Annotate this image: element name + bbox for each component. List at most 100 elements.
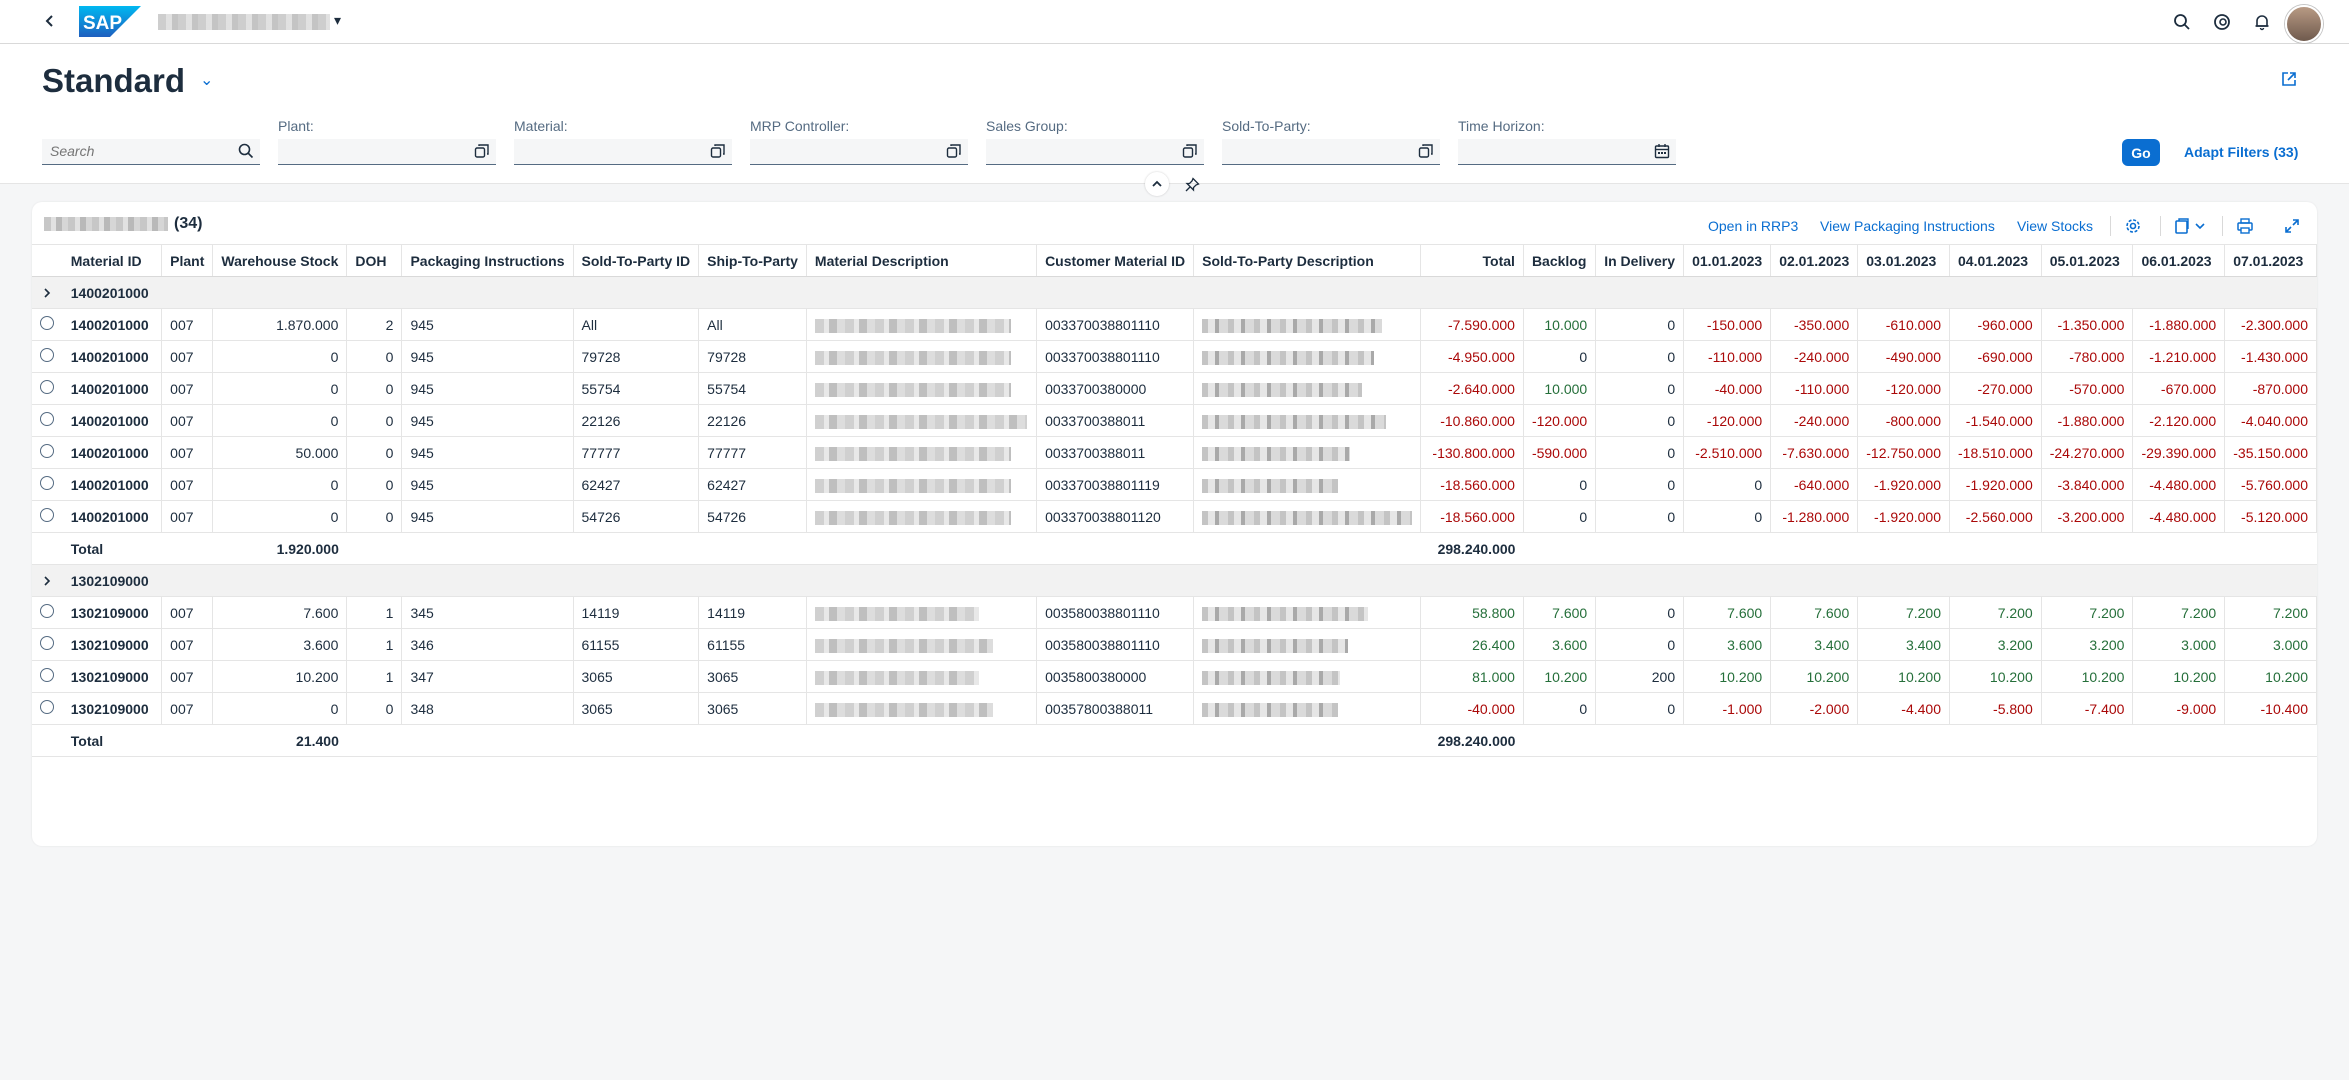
adapt-filters-button[interactable]: Adapt Filters (33) [2184, 144, 2299, 160]
export-menu-icon[interactable] [2172, 214, 2212, 238]
column-header[interactable]: Sold-To-Party ID [573, 244, 700, 277]
mrp-controller-field[interactable] [750, 139, 968, 165]
sales-group-field[interactable] [986, 139, 1204, 165]
row-select-radio[interactable] [32, 436, 63, 469]
go-button[interactable]: Go [2122, 139, 2160, 166]
date-value-cell: -1.540.000 [1949, 404, 2042, 437]
group-header-row[interactable]: 1302109000 [32, 564, 2317, 597]
value-help-icon[interactable] [946, 143, 962, 164]
column-header[interactable]: Material ID [62, 244, 163, 277]
sap-logo[interactable]: SAP [79, 6, 141, 37]
chevron-right-icon[interactable] [32, 564, 63, 597]
column-header[interactable]: 06.01.2023 [2132, 244, 2226, 277]
search-icon[interactable] [238, 143, 254, 164]
table-row[interactable]: 1302109000 007 10.200 1 347 3065 3065 003580038… [32, 660, 2317, 693]
column-header[interactable]: 03.01.2023 [1857, 244, 1950, 277]
row-select-radio[interactable] [32, 308, 63, 341]
share-icon[interactable] [2280, 70, 2298, 93]
collapse-header-chevron-up-icon[interactable] [1145, 172, 1169, 196]
row-select-radio[interactable] [32, 596, 63, 629]
value-help-icon[interactable] [474, 143, 490, 164]
view-packaging-instructions-button[interactable]: View Packaging Instructions [1820, 218, 1995, 234]
packaging-instructions-cell: 945 [401, 308, 574, 341]
total-label: Total [62, 532, 162, 565]
column-header[interactable]: Packaging Instructions [401, 244, 574, 277]
radio-button[interactable] [40, 444, 55, 458]
row-select-radio[interactable] [32, 340, 63, 373]
column-header[interactable]: 05.01.2023 [2041, 244, 2134, 277]
row-select-radio[interactable] [32, 500, 63, 533]
table-row[interactable]: 1400201000 007 0 0 945 79728 79728 003370038801… [32, 340, 2317, 373]
row-select-radio[interactable] [32, 660, 63, 693]
column-header[interactable]: Backlog [1523, 244, 1597, 277]
group-header-row[interactable]: 1400201000 [32, 276, 2317, 309]
search-field[interactable] [42, 139, 260, 165]
column-header[interactable]: Ship-To-Party [698, 244, 807, 277]
search-input[interactable] [42, 139, 233, 163]
time-horizon-field[interactable] [1458, 139, 1676, 165]
row-select-radio[interactable] [32, 692, 63, 725]
radio-button[interactable] [40, 476, 55, 490]
view-stocks-button[interactable]: View Stocks [2017, 218, 2093, 234]
plant-field[interactable] [278, 139, 496, 165]
chevron-left-icon[interactable] [38, 10, 62, 34]
radio-button[interactable] [40, 636, 55, 650]
radio-button[interactable] [40, 668, 55, 682]
fullscreen-icon[interactable] [2279, 214, 2305, 238]
row-select-radio[interactable] [32, 628, 63, 661]
column-header[interactable]: Material Description [806, 244, 1038, 277]
value-help-icon[interactable] [710, 143, 726, 164]
radio-button[interactable] [40, 412, 55, 426]
radio-button[interactable] [40, 604, 55, 618]
column-header[interactable]: 07.01.2023 [2224, 244, 2317, 277]
calendar-icon[interactable] [1654, 143, 1670, 164]
radio-button[interactable] [40, 700, 55, 714]
table-row[interactable]: 1400201000 007 0 0 945 55754 55754 003370038000… [32, 372, 2317, 405]
table-row[interactable]: 1302109000 007 0 0 348 3065 3065 00357800388011… [32, 692, 2317, 725]
date-value-cell: -1.880.000 [2041, 404, 2134, 437]
table-row[interactable]: 1400201000 007 0 0 945 62427 62427 003370038801… [32, 468, 2317, 501]
notification-bell-icon[interactable] [2250, 10, 2274, 34]
column-header[interactable]: 04.01.2023 [1949, 244, 2042, 277]
table-row[interactable]: 1302109000 007 3.600 1 346 61155 61155 00358003… [32, 628, 2317, 661]
table-row[interactable]: 1400201000 007 0 0 945 22126 22126 003370038801… [32, 404, 2317, 437]
settings-gear-icon[interactable] [2120, 214, 2146, 238]
pin-header-icon[interactable] [1180, 173, 1204, 197]
column-header[interactable]: 01.01.2023 [1683, 244, 1772, 277]
variant-title[interactable]: Standard [42, 62, 186, 99]
row-select-radio[interactable] [32, 404, 63, 437]
chevron-right-icon[interactable] [32, 276, 63, 309]
radio-button[interactable] [40, 508, 55, 522]
table-row[interactable]: 1302109000 007 7.600 1 345 14119 14119 00358003… [32, 596, 2317, 629]
sold-to-party-field[interactable] [1222, 139, 1440, 165]
column-header[interactable]: Total [1420, 244, 1524, 277]
column-header[interactable]: 02.01.2023 [1770, 244, 1859, 277]
joule-copilot-icon[interactable] [2210, 10, 2234, 34]
material-id-cell: 1400201000 [62, 468, 163, 501]
variant-caret-icon[interactable]: ⌄ [200, 72, 214, 89]
row-select-radio[interactable] [32, 468, 63, 501]
radio-button[interactable] [40, 380, 55, 394]
app-menu-caret-icon[interactable]: ▾ [334, 12, 342, 28]
radio-button[interactable] [40, 348, 55, 362]
radio-button[interactable] [40, 316, 55, 330]
column-header[interactable]: In Delivery [1595, 244, 1685, 277]
print-icon[interactable] [2232, 214, 2258, 238]
search-icon[interactable] [2170, 10, 2194, 34]
column-header[interactable]: DOH [346, 244, 403, 277]
table-row[interactable]: 1400201000 007 50.000 0 945 77777 77777 0033700… [32, 436, 2317, 469]
table-row[interactable]: 1400201000 007 0 0 945 54726 54726 003370038801… [32, 500, 2317, 533]
app-title-blurred[interactable] [158, 14, 330, 30]
customer-material-id-cell: 0035800380000 [1036, 660, 1195, 693]
user-avatar[interactable] [2285, 5, 2323, 43]
material-field[interactable] [514, 139, 732, 165]
open-in-rrp3-button[interactable]: Open in RRP3 [1708, 218, 1799, 234]
column-header[interactable]: Plant [161, 244, 214, 277]
value-help-icon[interactable] [1182, 143, 1198, 164]
column-header[interactable]: Sold-To-Party Description [1193, 244, 1422, 277]
table-row[interactable]: 1400201000 007 1.870.000 2 945 All All 00337003… [32, 308, 2317, 341]
column-header[interactable]: Customer Material ID [1036, 244, 1195, 277]
column-header[interactable]: Warehouse Stock [212, 244, 348, 277]
value-help-icon[interactable] [1418, 143, 1434, 164]
row-select-radio[interactable] [32, 372, 63, 405]
